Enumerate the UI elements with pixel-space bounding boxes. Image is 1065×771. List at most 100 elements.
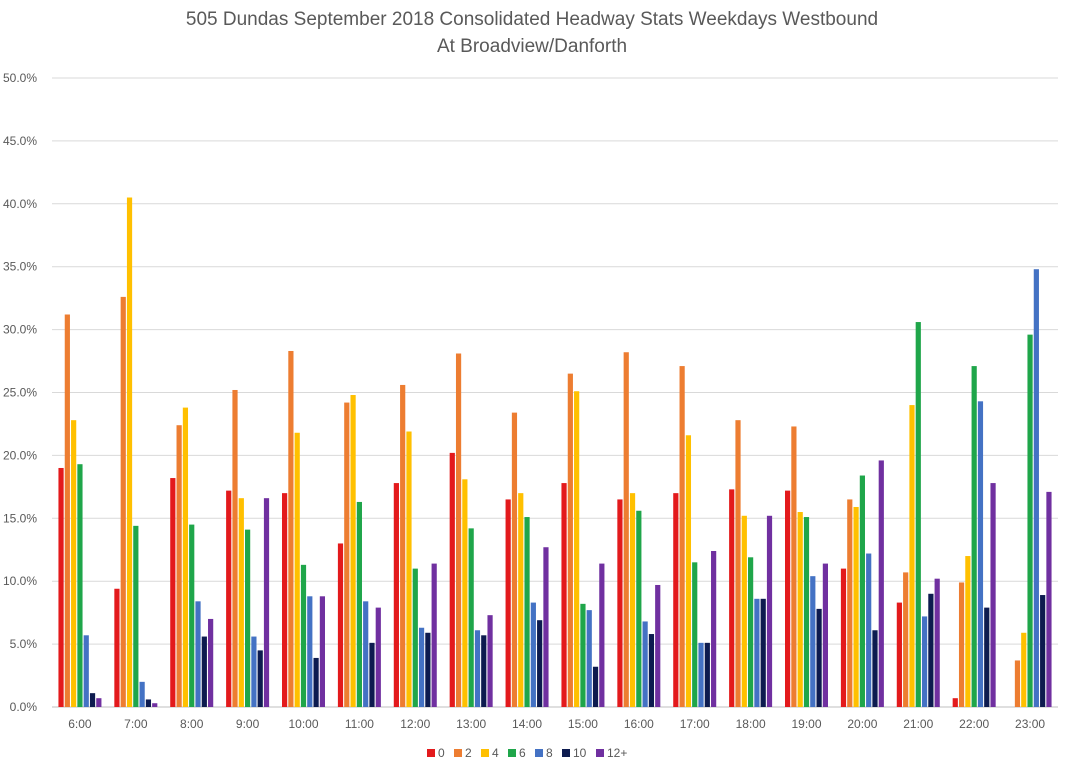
legend-swatch: [427, 749, 435, 757]
bar-8-2000: [866, 553, 872, 707]
bar-8-900: [251, 636, 257, 707]
legend-label: 0: [438, 746, 445, 760]
bar-12plus-1500: [599, 563, 605, 707]
chart-title: 505 Dundas September 2018 Consolidated H…: [186, 9, 878, 30]
bar-12plus-900: [263, 498, 270, 707]
legend-item: 12+: [596, 746, 627, 760]
bar-10-1800: [760, 598, 766, 707]
x-tick-label: 22:00: [959, 717, 989, 731]
bar-12plus-1300: [487, 615, 493, 707]
bar-0-1200: [393, 483, 399, 707]
bar-4-900: [238, 498, 244, 707]
x-tick-label: 7:00: [124, 717, 148, 731]
bar-12plus-600: [96, 698, 102, 707]
bar-0-2100: [896, 602, 902, 707]
x-tick-label: 12:00: [400, 717, 430, 731]
bar-4-2300: [1021, 632, 1027, 707]
bar-0-1800: [729, 489, 735, 707]
y-tick-label: 30.0%: [3, 323, 37, 337]
bar-6-2200: [971, 366, 977, 707]
legend-label: 10: [573, 746, 587, 760]
bar-6-1400: [524, 517, 530, 707]
x-tick-label: 21:00: [903, 717, 933, 731]
bar-10-1100: [369, 642, 375, 707]
bar-12plus-1200: [431, 563, 437, 707]
bar-8-1700: [698, 642, 704, 707]
bar-0-1700: [673, 493, 679, 707]
bar-8-1200: [418, 627, 425, 707]
bar-0-600: [58, 467, 64, 707]
legend-swatch: [562, 749, 570, 757]
bar-4-1100: [350, 395, 356, 707]
bar-10-1400: [537, 620, 543, 707]
bar-6-1000: [300, 564, 307, 707]
legend-label: 6: [519, 746, 526, 760]
bar-6-1500: [580, 603, 586, 707]
bar-4-800: [182, 407, 189, 707]
y-tick-label: 45.0%: [3, 134, 37, 148]
bar-12plus-2300: [1046, 491, 1052, 707]
y-tick-label: 10.0%: [3, 574, 37, 588]
bar-8-2100: [921, 616, 928, 707]
bar-0-1400: [505, 499, 511, 707]
bar-4-1600: [629, 493, 636, 707]
legend-item: 2: [454, 746, 472, 760]
bar-0-900: [226, 490, 232, 707]
bar-10-2000: [872, 630, 878, 707]
x-tick-label: 18:00: [736, 717, 766, 731]
y-tick-label: 50.0%: [3, 71, 37, 85]
x-tick-label: 11:00: [345, 717, 374, 731]
bar-0-2000: [840, 568, 847, 707]
x-tick-label: 17:00: [680, 717, 710, 731]
bar-10-2100: [928, 593, 934, 707]
bar-6-1100: [356, 501, 362, 707]
y-tick-label: 20.0%: [3, 448, 37, 462]
legend: 0 2 4 6 8 10 12+: [427, 746, 627, 760]
y-axis-ticks: 0.0% 5.0% 10.0% 15.0% 20.0% 25.0% 30.0% 35.0% 40…: [3, 71, 37, 714]
bar-8-1400: [530, 602, 536, 707]
y-tick-label: 40.0%: [3, 197, 37, 211]
bar-8-1500: [586, 610, 592, 707]
bar-4-1800: [741, 515, 747, 707]
bar-12plus-2100: [934, 578, 940, 707]
bar-4-1000: [294, 432, 300, 707]
bar-8-800: [195, 601, 201, 707]
bar-10-700: [145, 699, 152, 707]
bar-6-900: [245, 529, 251, 707]
bar-6-1900: [803, 517, 810, 707]
y-tick-label: 15.0%: [3, 511, 37, 525]
legend-item: 4: [481, 746, 499, 760]
bar-8-1800: [754, 598, 760, 707]
bar-6-1800: [748, 557, 754, 707]
bar-0-1000: [282, 493, 288, 707]
bar-6-700: [133, 525, 139, 707]
bar-4-1700: [685, 435, 692, 707]
bar-6-1300: [468, 528, 474, 707]
bar-12plus-1900: [822, 563, 828, 707]
bar-8-700: [139, 681, 145, 707]
bar-2-1700: [679, 366, 685, 707]
bar-6-2100: [915, 322, 921, 707]
bar-12plus-1400: [543, 547, 549, 707]
bar-6-1200: [412, 568, 418, 707]
bar-4-1900: [797, 512, 803, 707]
bar-6-1600: [636, 510, 642, 707]
legend-item: 10: [562, 746, 587, 760]
x-axis-ticks: 6:00 7:00 8:00 9:00 10:00 11:00 12:00 13:00 14:0…: [68, 717, 1045, 731]
bar-4-2100: [909, 405, 915, 707]
bar-2-800: [176, 425, 182, 707]
y-tick-label: 5.0%: [10, 637, 38, 651]
legend-label: 2: [465, 746, 472, 760]
legend-swatch: [535, 749, 543, 757]
bar-10-1900: [816, 608, 822, 707]
bar-4-1200: [406, 431, 412, 707]
x-tick-label: 23:00: [1015, 717, 1045, 731]
bar-4-600: [71, 420, 77, 707]
y-tick-label: 0.0%: [10, 700, 38, 714]
bar-10-1600: [648, 634, 655, 707]
bar-12plus-1800: [766, 515, 773, 707]
bar-12plus-2200: [990, 483, 996, 707]
legend-swatch: [508, 749, 516, 757]
bar-2-1600: [623, 352, 629, 707]
